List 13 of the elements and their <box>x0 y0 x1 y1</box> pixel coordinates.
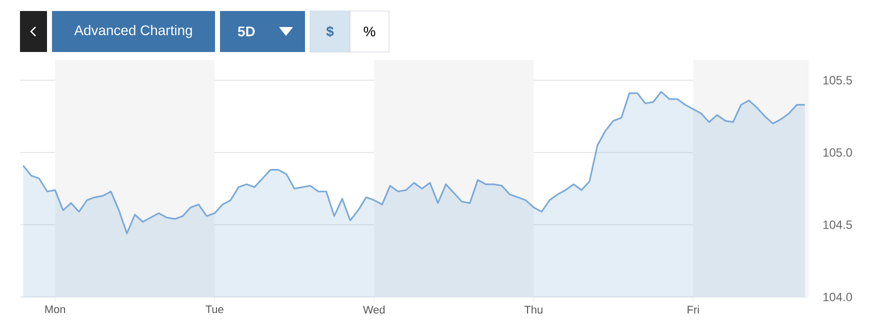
text: % <box>364 26 376 36</box>
x-tick-label: Thu <box>524 306 542 314</box>
text: $ <box>326 26 334 38</box>
text: Advanced Charting <box>74 24 192 38</box>
text: 5D <box>238 26 255 36</box>
x-tick-label: Tue <box>206 306 224 314</box>
y-tick-label: 104.0 <box>823 292 852 302</box>
x-tick-label: Fri <box>688 306 699 314</box>
y-tick-label: 105.5 <box>823 76 852 84</box>
y-tick-label: 105.0 <box>823 148 852 157</box>
x-tick-label: Mon <box>45 306 66 314</box>
x-tick-label: Wed <box>363 306 385 314</box>
y-tick-label: 104.5 <box>823 220 852 229</box>
